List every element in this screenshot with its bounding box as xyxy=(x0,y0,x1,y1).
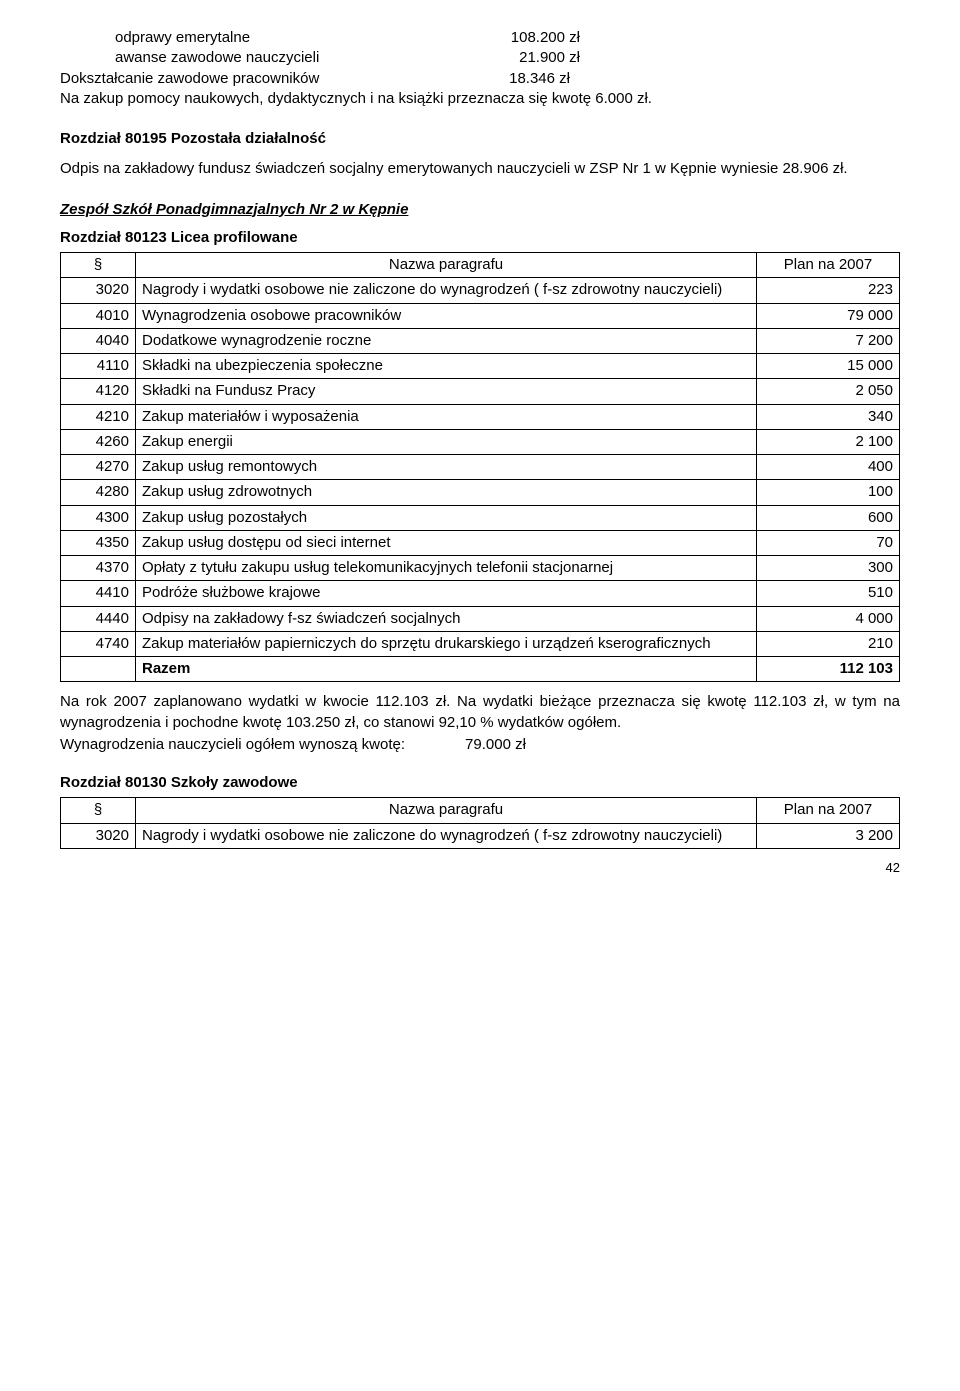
cell-name: Zakup materiałów papierniczych do sprzęt… xyxy=(136,631,757,656)
cell-code: 4010 xyxy=(61,303,136,328)
cell-code: 3020 xyxy=(61,823,136,848)
table-row: 4410Podróże służbowe krajowe510 xyxy=(61,581,900,606)
cell-code: 4410 xyxy=(61,581,136,606)
cell-name: Zakup usług remontowych xyxy=(136,455,757,480)
cell-total-label: Razem xyxy=(136,657,757,682)
cell-code: 4280 xyxy=(61,480,136,505)
cell-total-value: 112 103 xyxy=(757,657,900,682)
summary-paragraph: Na rok 2007 zaplanowano wydatki w kwocie… xyxy=(60,692,900,733)
th-plan: Plan na 2007 xyxy=(757,798,900,823)
table-row: 4740Zakup materiałów papierniczych do sp… xyxy=(61,631,900,656)
summary-value: 79.000 zł xyxy=(465,735,526,755)
cell-code: 4260 xyxy=(61,429,136,454)
cell-code: 4740 xyxy=(61,631,136,656)
intro-line: awanse zawodowe nauczycieli 21.900 zł xyxy=(115,48,900,68)
cell-value: 510 xyxy=(757,581,900,606)
cell-value: 210 xyxy=(757,631,900,656)
th-code: § xyxy=(61,253,136,278)
cell-value: 400 xyxy=(757,455,900,480)
cell-name: Odpisy na zakładowy f-sz świadczeń socja… xyxy=(136,606,757,631)
table-row: 4210Zakup materiałów i wyposażenia340 xyxy=(61,404,900,429)
cell-value: 223 xyxy=(757,278,900,303)
intro-label: odprawy emerytalne xyxy=(115,28,250,48)
section-title: Rozdział 80195 Pozostała działalność xyxy=(60,129,900,149)
th-plan: Plan na 2007 xyxy=(757,253,900,278)
table-row: 4270Zakup usług remontowych400 xyxy=(61,455,900,480)
cell-value: 600 xyxy=(757,505,900,530)
cell-name: Zakup usług dostępu od sieci internet xyxy=(136,530,757,555)
summary-line: Wynagrodzenia nauczycieli ogółem wynoszą… xyxy=(60,735,780,755)
table-row: 4370Opłaty z tytułu zakupu usług telekom… xyxy=(61,556,900,581)
cell-name: Opłaty z tytułu zakupu usług telekomunik… xyxy=(136,556,757,581)
cell-code: 4370 xyxy=(61,556,136,581)
cell-value: 7 200 xyxy=(757,328,900,353)
intro-line: odprawy emerytalne 108.200 zł xyxy=(115,28,900,48)
table-row: 4040Dodatkowe wynagrodzenie roczne7 200 xyxy=(61,328,900,353)
intro-line: Dokształcanie zawodowe pracowników 18.34… xyxy=(60,69,900,89)
intro-value: 18.346 zł xyxy=(509,69,900,89)
cell-code: 3020 xyxy=(61,278,136,303)
table-row: 4440Odpisy na zakładowy f-sz świadczeń s… xyxy=(61,606,900,631)
section-title: Rozdział 80130 Szkoły zawodowe xyxy=(60,773,900,793)
cell-name: Podróże służbowe krajowe xyxy=(136,581,757,606)
th-name: Nazwa paragrafu xyxy=(136,798,757,823)
cell-code: 4440 xyxy=(61,606,136,631)
intro-indented: odprawy emerytalne 108.200 zł awanse zaw… xyxy=(60,28,900,69)
cell-value: 70 xyxy=(757,530,900,555)
table-total-row: Razem112 103 xyxy=(61,657,900,682)
cell-code: 4350 xyxy=(61,530,136,555)
cell-name: Wynagrodzenia osobowe pracowników xyxy=(136,303,757,328)
intro-label: awanse zawodowe nauczycieli xyxy=(115,48,319,68)
section-subtitle: Rozdział 80123 Licea profilowane xyxy=(60,228,900,248)
section-paragraph: Odpis na zakładowy fundusz świadczeń soc… xyxy=(60,159,900,179)
table-header-row: § Nazwa paragrafu Plan na 2007 xyxy=(61,253,900,278)
th-name: Nazwa paragrafu xyxy=(136,253,757,278)
cell-code: 4040 xyxy=(61,328,136,353)
cell-value: 340 xyxy=(757,404,900,429)
table-row: 3020Nagrody i wydatki osobowe nie zalicz… xyxy=(61,823,900,848)
table-row: 4010Wynagrodzenia osobowe pracowników79 … xyxy=(61,303,900,328)
cell-name: Zakup materiałów i wyposażenia xyxy=(136,404,757,429)
cell-name: Zakup energii xyxy=(136,429,757,454)
cell-name: Dodatkowe wynagrodzenie roczne xyxy=(136,328,757,353)
cell-value: 2 100 xyxy=(757,429,900,454)
table-header-row: § Nazwa paragrafu Plan na 2007 xyxy=(61,798,900,823)
th-code: § xyxy=(61,798,136,823)
cell-code: 4120 xyxy=(61,379,136,404)
table-row: 3020Nagrody i wydatki osobowe nie zalicz… xyxy=(61,278,900,303)
school-title: Zespół Szkół Ponadgimnazjalnych Nr 2 w K… xyxy=(60,200,900,220)
intro-label: Dokształcanie zawodowe pracowników xyxy=(60,69,319,89)
cell-value: 3 200 xyxy=(757,823,900,848)
budget-table-2: § Nazwa paragrafu Plan na 2007 3020Nagro… xyxy=(60,797,900,849)
cell-code: 4300 xyxy=(61,505,136,530)
cell-value: 300 xyxy=(757,556,900,581)
table-row: 4120Składki na Fundusz Pracy2 050 xyxy=(61,379,900,404)
budget-table-1: § Nazwa paragrafu Plan na 2007 3020Nagro… xyxy=(60,252,900,682)
cell-name: Zakup usług pozostałych xyxy=(136,505,757,530)
cell-code: 4210 xyxy=(61,404,136,429)
cell-code: 4110 xyxy=(61,354,136,379)
table-row: 4260Zakup energii2 100 xyxy=(61,429,900,454)
table-row: 4350Zakup usług dostępu od sieci interne… xyxy=(61,530,900,555)
cell-name: Składki na Fundusz Pracy xyxy=(136,379,757,404)
table-row: 4280Zakup usług zdrowotnych100 xyxy=(61,480,900,505)
cell-name: Zakup usług zdrowotnych xyxy=(136,480,757,505)
cell-name: Nagrody i wydatki osobowe nie zaliczone … xyxy=(136,278,757,303)
cell-value: 2 050 xyxy=(757,379,900,404)
cell-value: 100 xyxy=(757,480,900,505)
cell-value: 79 000 xyxy=(757,303,900,328)
cell-name: Nagrody i wydatki osobowe nie zaliczone … xyxy=(136,823,757,848)
intro-paragraph: Na zakup pomocy naukowych, dydaktycznych… xyxy=(60,89,900,109)
intro-value: 108.200 zł xyxy=(511,28,900,48)
cell-value: 15 000 xyxy=(757,354,900,379)
intro-value: 21.900 zł xyxy=(519,48,900,68)
summary-label: Wynagrodzenia nauczycieli ogółem wynoszą… xyxy=(60,735,405,755)
table-row: 4110Składki na ubezpieczenia społeczne15… xyxy=(61,354,900,379)
cell-name: Składki na ubezpieczenia społeczne xyxy=(136,354,757,379)
page-number: 42 xyxy=(886,859,900,877)
cell-code: 4270 xyxy=(61,455,136,480)
cell-code xyxy=(61,657,136,682)
table-row: 4300Zakup usług pozostałych600 xyxy=(61,505,900,530)
cell-value: 4 000 xyxy=(757,606,900,631)
